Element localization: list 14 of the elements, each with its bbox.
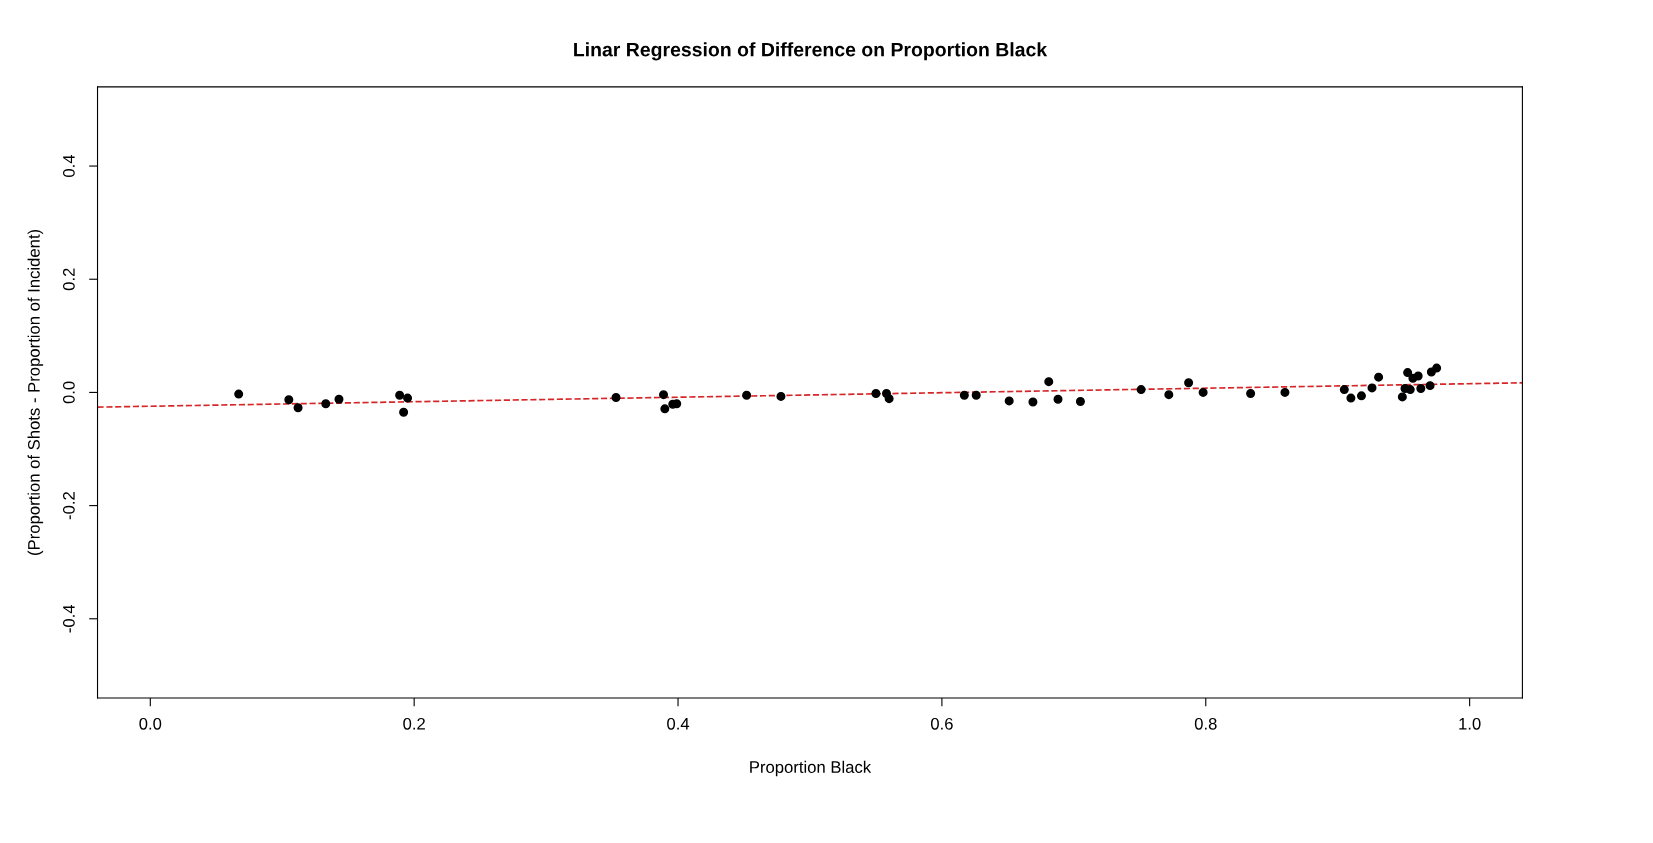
x-tick-label: 0.8 [1194, 717, 1217, 730]
x-tick-label: 0.4 [667, 717, 690, 730]
x-tick-label: 0.2 [403, 717, 425, 730]
y-tick-label: -0.2 [62, 492, 75, 520]
y-axis-title: (Proportion of Shots - Proportion of Incident) [27, 229, 44, 555]
x-tick-label: 0.0 [139, 717, 162, 730]
chart-title: Linar Regression of Difference on Proportion Black [574, 42, 1048, 61]
y-tick-label: 0.2 [62, 268, 75, 291]
x-axis-title: Proportion Black [750, 760, 872, 777]
y-tick-label: 0.0 [62, 381, 75, 404]
x-tick-label: 1.0 [1459, 717, 1481, 730]
y-tick-label: 0.4 [62, 154, 75, 177]
y-tick-label: -0.4 [62, 604, 75, 633]
x-tick-label: 0.6 [930, 717, 953, 730]
